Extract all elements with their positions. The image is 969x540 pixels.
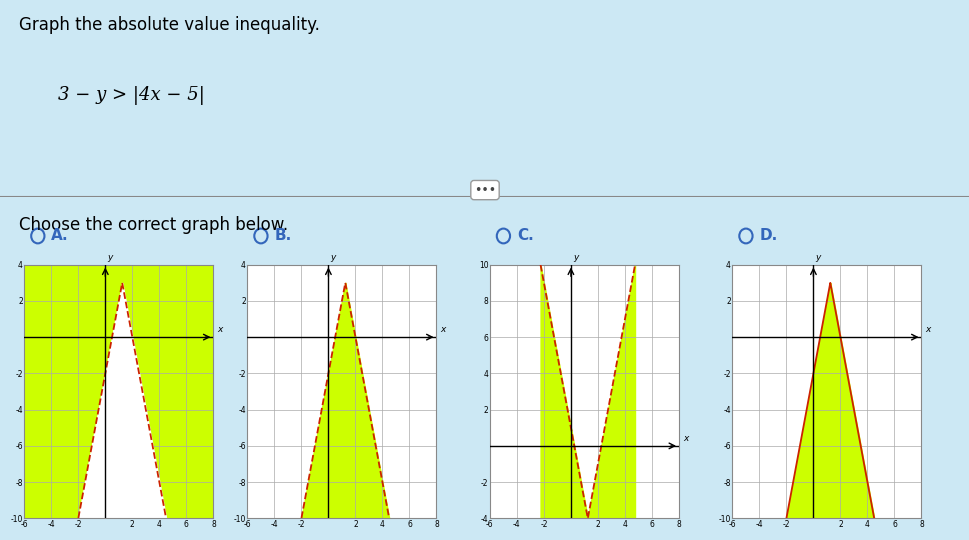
Text: x: x — [682, 434, 688, 443]
Text: 3 − y > |4x − 5|: 3 − y > |4x − 5| — [58, 86, 204, 105]
Text: y: y — [330, 253, 335, 262]
Text: A.: A. — [51, 228, 69, 244]
Text: y: y — [573, 253, 578, 262]
Text: x: x — [440, 326, 446, 334]
Text: Choose the correct graph below.: Choose the correct graph below. — [19, 216, 288, 234]
Text: x: x — [924, 326, 930, 334]
Text: Graph the absolute value inequality.: Graph the absolute value inequality. — [19, 16, 320, 34]
Text: •••: ••• — [474, 184, 495, 197]
Text: x: x — [217, 326, 223, 334]
Text: y: y — [108, 253, 112, 262]
Text: C.: C. — [516, 228, 533, 244]
Text: D.: D. — [759, 228, 777, 244]
Text: B.: B. — [274, 228, 292, 244]
Text: y: y — [815, 253, 820, 262]
